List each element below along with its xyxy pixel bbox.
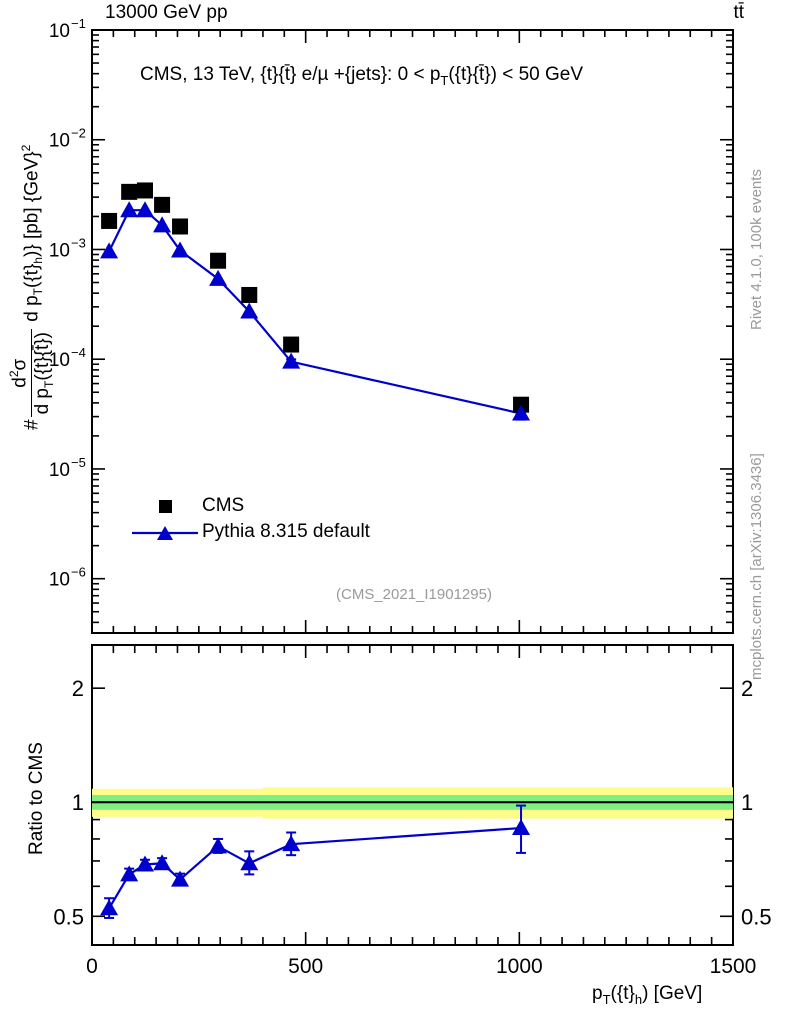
panel-title-main: CMS, 13 TeV, {t}{t̄} e/µ +{jets}: 0 < p [140,64,441,85]
mc-curve-main [108,209,522,415]
mc-ratio-point [282,835,301,852]
svg-text:−1: −1 [71,16,86,31]
mc-ratio-point [512,819,531,836]
cms-point [154,196,171,213]
legend-item-cms[interactable]: CMS [128,493,370,519]
panel-title: CMS, 13 TeV, {t}{t̄} e/µ +{jets}: 0 < pT… [140,64,583,88]
cms-point [172,218,189,235]
x-axis-ticks [91,645,734,945]
mc-ratio-point [209,837,228,854]
triangle-marker-icon [128,522,202,542]
svg-text:1: 1 [72,790,84,815]
svg-text:10: 10 [49,460,70,481]
main-y-tick-labels: 10−610−510−410−310−210−1 [49,16,86,591]
mc-data-markers [100,201,531,421]
svg-text:−6: −6 [71,565,86,580]
cms-point [210,252,227,269]
mc-ratio-point [100,899,119,916]
ratio-axis-ticks [92,687,733,918]
mc-ratio-point [135,855,154,872]
mc-point [240,302,259,319]
svg-text:2: 2 [741,676,753,701]
mc-point [100,242,119,259]
mc-ratio-point [171,870,190,887]
mc-point [282,352,301,369]
svg-text:−5: −5 [71,455,86,470]
svg-text:0.5: 0.5 [741,904,772,929]
svg-text:−3: −3 [71,235,86,250]
svg-text:0: 0 [86,955,98,978]
square-marker-icon [128,496,202,516]
svg-text:1: 1 [741,790,753,815]
svg-text:1500: 1500 [710,955,757,978]
ratio-y-tick-labels: 2 2 1 1 0.5 0.5 [53,676,771,929]
cms-point [241,286,258,303]
x-axis-tick-labels: 0 500 1000 1500 [86,955,756,978]
cms-point [136,182,153,199]
mc-point [153,216,172,233]
mc-ratio-point [240,854,259,871]
x-axis-label: pT({t}h) [GeV] [592,983,702,1007]
panel-title-sub: T [440,72,449,88]
mc-point [171,241,190,258]
mc-point [120,201,139,218]
mc-errorbars-ratio [104,804,527,919]
svg-text:2: 2 [72,676,84,701]
mc-curve-ratio [108,826,522,909]
cms-point [283,336,300,353]
cms-point [121,183,138,200]
x-axis-label-rest: ({t} [610,983,635,1004]
svg-text:10: 10 [49,21,70,42]
svg-text:−4: −4 [71,345,86,360]
beam-energy-label: 13000 GeV pp [105,2,228,23]
svg-text:500: 500 [288,955,323,978]
process-label: tt̄ [733,2,744,23]
x-axis-label-unit: ) [GeV] [642,983,703,1004]
analysis-id-watermark: (CMS_2021_I1901295) [336,586,492,603]
mc-ratio-point [153,854,172,871]
legend-item-pythia[interactable]: Pythia 8.315 default [128,519,370,545]
mc-ratio-point [120,865,139,882]
main-y-axis-label: # d2σ d pT({t}{t̄}) d pT({t}h)} [pb] {Ge… [7,144,56,430]
x-axis-label-main: p [592,983,603,1004]
svg-text:−2: −2 [71,126,86,141]
x-axis-label-sub: T [602,991,611,1007]
svg-text:0.5: 0.5 [53,904,84,929]
mc-point [512,404,531,421]
legend: CMS Pythia 8.315 default [128,493,370,545]
legend-label-pythia: Pythia 8.315 default [202,521,370,542]
mc-ratio-markers [100,819,531,916]
svg-text:10: 10 [49,240,70,261]
svg-text:10: 10 [49,131,70,152]
ratio-y-axis-label: Ratio to CMS [26,742,47,855]
svg-text:1000: 1000 [496,955,543,978]
svg-text:10: 10 [49,350,70,371]
cms-point [101,212,118,229]
x-axis-label-sub2: h [634,991,643,1007]
svg-text:10: 10 [49,570,70,591]
mc-point [209,269,228,286]
panel-title-rest: ({t}{t̄}) < 50 GeV [448,64,584,85]
main-axis-ticks [91,29,734,633]
legend-label-cms: CMS [202,495,245,516]
mc-point [135,201,154,218]
cms-data-markers [101,182,530,413]
